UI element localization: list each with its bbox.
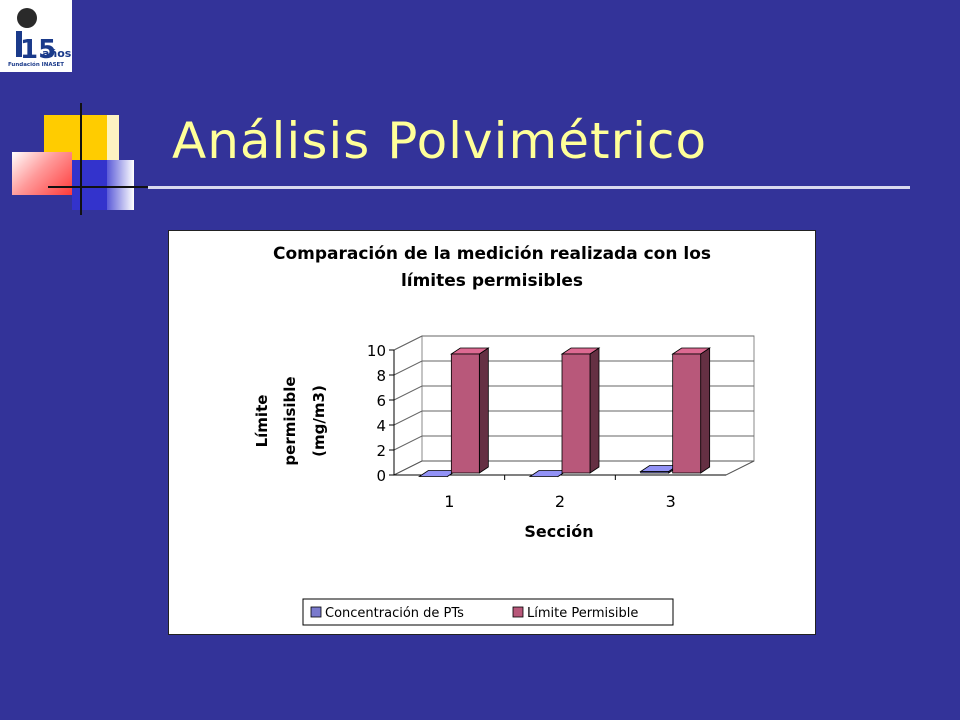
x-tick-label: 2 (555, 492, 565, 511)
bar-1-0 (450, 353, 480, 474)
bar-side-1-1 (589, 347, 600, 474)
logo: 15 años Fundación INASET (0, 0, 72, 72)
chart-container: Comparación de la medición realizada con… (168, 230, 816, 635)
chart-title-line1: Comparación de la medición realizada con… (273, 244, 711, 264)
bar-side-1-0 (478, 347, 489, 474)
decor-blue-gradient-square (107, 160, 134, 210)
gridline (393, 385, 754, 401)
legend: Concentración de PTs Límite Permisible (302, 598, 674, 626)
y-tick-label: 4 (376, 417, 386, 435)
y-axis-label-line1: Límite (253, 395, 271, 448)
y-tick-label: 0 (376, 467, 386, 485)
y-tick-label: 10 (367, 342, 386, 360)
gridline (393, 335, 754, 351)
x-axis-label: Sección (524, 522, 593, 541)
bar-1-2 (672, 353, 702, 474)
decor-white-square (107, 115, 119, 160)
y-axis-label-line3: (mg/m3) (310, 385, 328, 457)
y-axis-label: Límite permisible (mg/m3) (253, 376, 328, 465)
bar-1-1 (561, 353, 591, 474)
x-tick-label: 3 (666, 492, 676, 511)
logo-number: 15 (20, 35, 56, 65)
chart-title-line2: límites permisibles (401, 271, 583, 291)
y-tick-label: 8 (376, 367, 386, 385)
decor-dark-rule (48, 186, 148, 188)
slide-title: Análisis Polvimétrico (172, 112, 708, 170)
logo-subtext: Fundación INASET (8, 61, 64, 68)
legend-box (302, 598, 674, 626)
plot-side-wall (393, 335, 423, 476)
gridline (393, 410, 754, 426)
logo-anos-text: años (42, 47, 72, 60)
y-axis-label-line2: permisible (281, 376, 299, 465)
y-tick-label: 6 (376, 392, 386, 410)
decor-vertical-line (80, 103, 82, 215)
decor-blue-square (72, 160, 107, 210)
bar-side-1-2 (700, 347, 711, 474)
gridline (393, 360, 754, 376)
legend-label-concentracion: Concentración de PTs (325, 606, 464, 621)
decor-red-square (12, 152, 72, 195)
bar-chart: Comparación de la medición realizada con… (253, 244, 755, 626)
title-underline (148, 186, 910, 189)
bar-0-2 (640, 471, 670, 474)
legend-label-limite: Límite Permisible (527, 606, 638, 621)
legend-swatch-concentracion (310, 606, 322, 618)
gridline (393, 435, 754, 451)
y-tick-label: 2 (376, 442, 386, 460)
x-tick-label: 1 (444, 492, 454, 511)
legend-swatch-limite (512, 606, 524, 618)
